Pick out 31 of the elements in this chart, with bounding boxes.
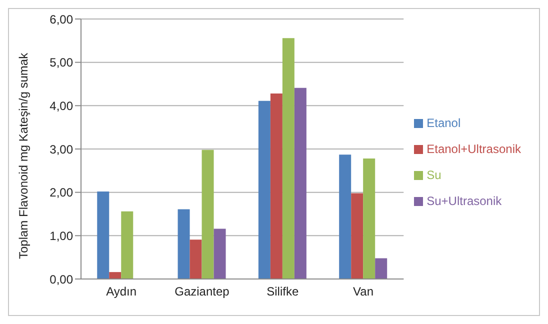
bar: [339, 154, 352, 279]
legend-label: Etanol: [426, 116, 461, 130]
bar: [363, 158, 376, 279]
bar: [375, 258, 388, 279]
x-tick-label: Aydın: [106, 284, 137, 299]
y-tick-label: 1,00: [50, 228, 74, 243]
bar: [109, 272, 122, 279]
bar: [294, 88, 306, 279]
y-tick-label: 0,00: [50, 272, 74, 286]
y-axis-title: Toplam Flavonoid mg Kateşin/g sumak: [16, 52, 30, 259]
y-tick-label: 4,00: [50, 98, 74, 113]
bar: [270, 94, 282, 279]
bar: [97, 191, 110, 279]
y-tick-label: 3,00: [50, 142, 74, 156]
x-tick-label: Gaziantep: [174, 284, 230, 299]
bar: [351, 193, 364, 279]
bar: [202, 150, 214, 279]
y-tick-label: 6,00: [50, 12, 74, 26]
legend-label: Su: [426, 168, 442, 182]
bar: [282, 38, 294, 279]
bar: [258, 100, 270, 279]
x-tick-label: Silifke: [266, 284, 299, 299]
legend-label: Su+Ultrasonik: [426, 194, 502, 208]
y-tick-label: 2,00: [50, 186, 74, 200]
bar: [121, 211, 134, 279]
y-tick-label: 5,00: [50, 56, 74, 70]
legend-label: Etanol+Ultrasonik: [426, 142, 521, 156]
x-tick-label: Van: [353, 284, 374, 299]
bar: [190, 240, 202, 279]
bar: [214, 228, 226, 279]
bar: [178, 209, 190, 279]
